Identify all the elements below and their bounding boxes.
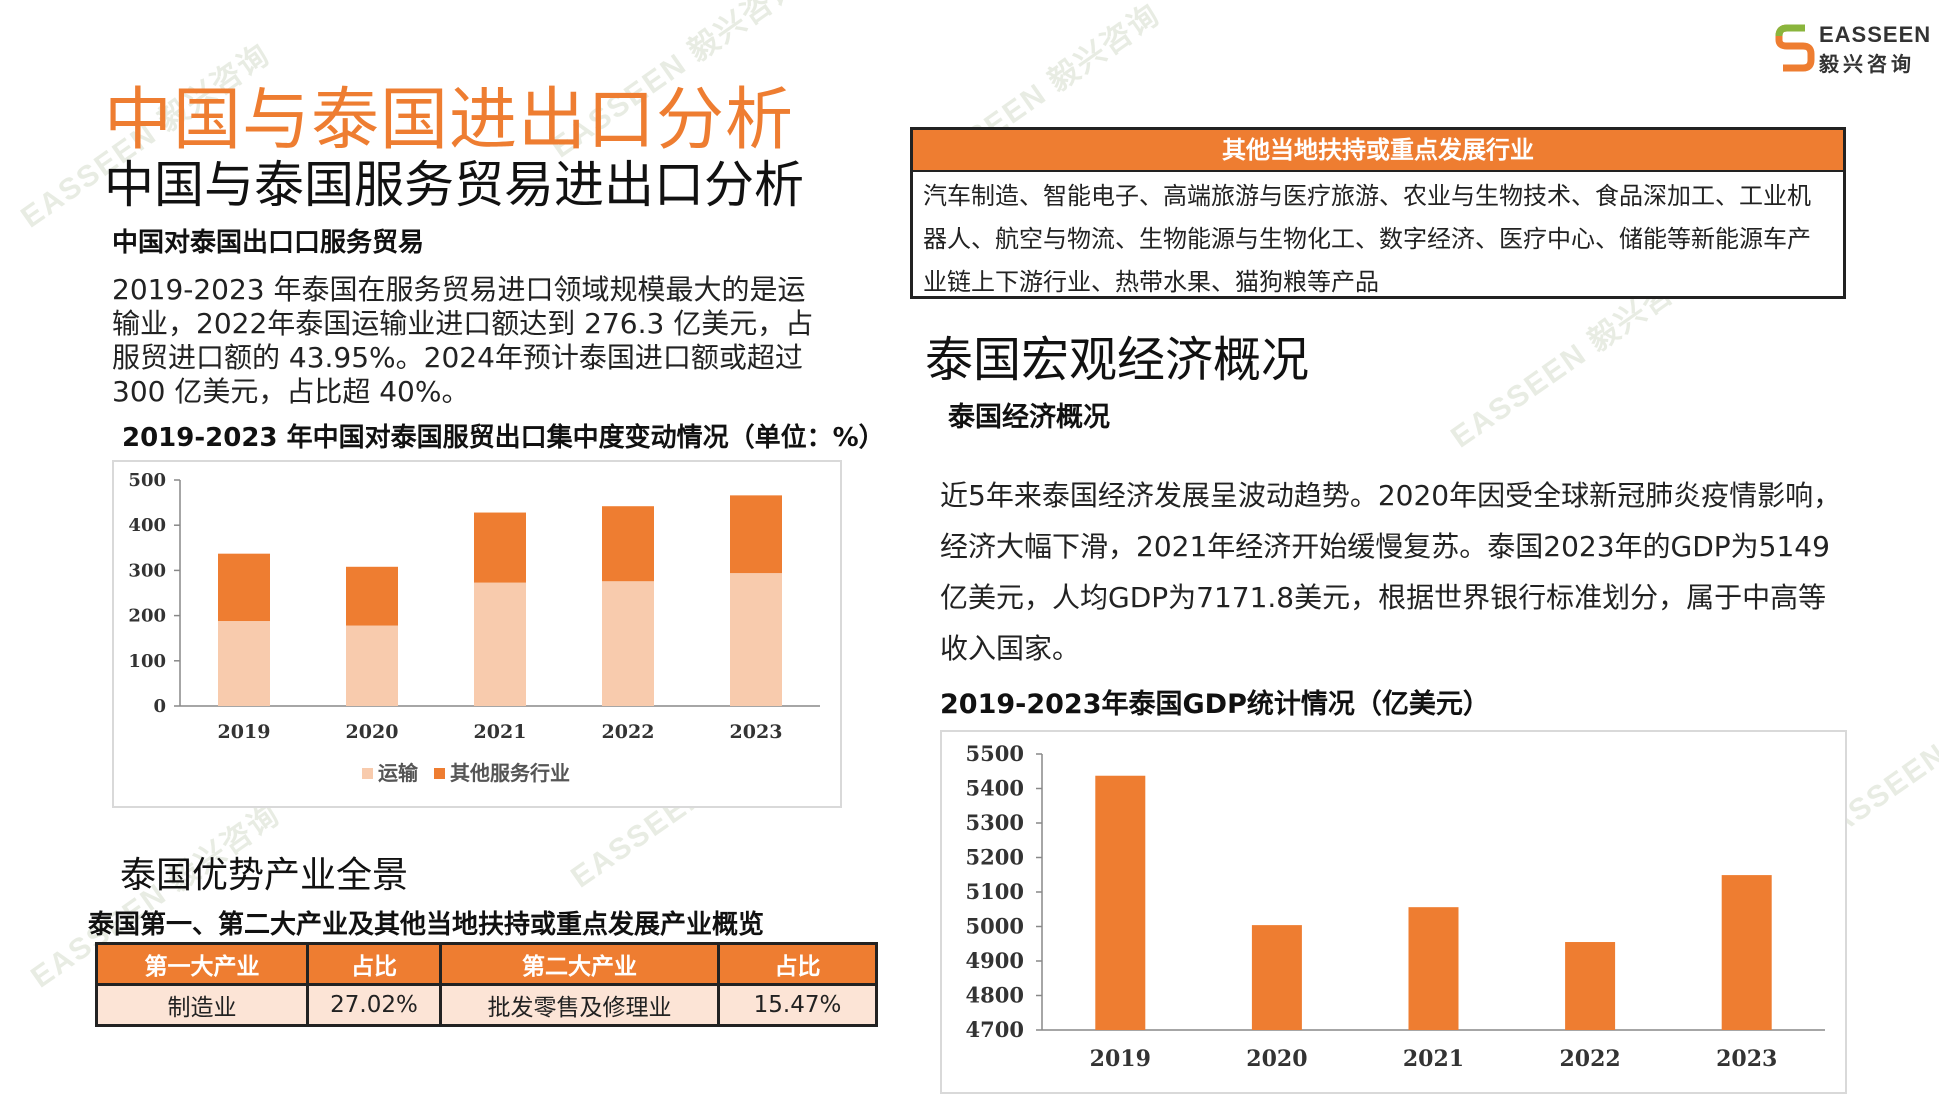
bar-transport <box>346 625 398 706</box>
section-heading-economy: 泰国经济概况 <box>948 402 1110 433</box>
table-cell: 15.47% <box>717 983 878 1027</box>
logo-text-cn: 毅兴咨询 <box>1819 52 1915 76</box>
y-tick-label: 5400 <box>966 776 1024 801</box>
bar-other-services <box>474 512 526 583</box>
bar-gdp <box>1095 775 1146 1030</box>
bar-gdp <box>1721 875 1772 1030</box>
table-row: 制造业 27.02% 批发零售及修理业 15.47% <box>95 983 878 1027</box>
table-header-cell: 第二大产业 <box>439 942 720 986</box>
section-heading-industries: 泰国优势产业全景 <box>120 855 409 896</box>
legend-label: 运输 <box>378 761 419 785</box>
y-tick-label: 0 <box>153 696 166 717</box>
x-tick-label: 2021 <box>1403 1046 1464 1072</box>
y-tick-label: 500 <box>128 470 166 491</box>
y-tick-label: 5300 <box>966 810 1024 835</box>
industry-table: 第一大产业 占比 第二大产业 占比 制造业 27.02% 批发零售及修理业 15… <box>95 942 878 1027</box>
table-header-cell: 第一大产业 <box>95 942 309 986</box>
table-cell: 批发零售及修理业 <box>439 983 720 1027</box>
paragraph-line: 收入国家。 <box>940 632 1081 665</box>
section-heading-macro: 泰国宏观经济概况 <box>925 332 1310 388</box>
services-trade-paragraph: 2019-2023 年泰国在服务贸易进口领域规模最大的是运 输业，2022年泰国… <box>112 273 872 409</box>
bar-other-services <box>730 495 782 574</box>
paragraph-line: 2019-2023 年泰国在服务贸易进口领域规模最大的是运 <box>112 273 806 306</box>
table-header-cell: 占比 <box>717 942 878 986</box>
bar-other-services <box>218 553 270 622</box>
logo-text-en: EASSEEN <box>1819 22 1932 47</box>
legend-label: 其他服务行业 <box>450 761 570 785</box>
y-tick-label: 5000 <box>966 914 1024 939</box>
bar-transport <box>474 582 526 706</box>
y-tick-label: 5100 <box>966 879 1024 904</box>
y-tick-label: 4700 <box>966 1017 1024 1042</box>
table-cell: 27.02% <box>306 983 442 1027</box>
bar-transport <box>602 581 654 706</box>
legend-swatch <box>362 768 373 779</box>
x-tick-label: 2020 <box>1246 1046 1307 1072</box>
table-cell: 制造业 <box>95 983 309 1027</box>
table-title: 泰国第一、第二大产业及其他当地扶持或重点发展产业概览 <box>88 910 765 940</box>
x-tick-label: 2019 <box>1090 1046 1151 1072</box>
x-tick-label: 2019 <box>218 721 271 743</box>
brand-logo: EASSEEN 毅兴咨询 <box>1775 22 1930 76</box>
x-tick-label: 2023 <box>730 721 783 743</box>
chart1-svg: 0 100 200 300 400 500 2019 2020 2021 2022 2023 运输 其他… <box>128 470 820 785</box>
x-tick-label: 2022 <box>602 721 655 743</box>
page-subtitle: 中国与泰国服务贸易进出口分析 <box>104 156 804 214</box>
chart2-title: 2019-2023年泰国GDP统计情况（亿美元） <box>940 689 1490 720</box>
chart1-container: 0 100 200 300 400 500 2019 2020 2021 2022 2023 运输 其他… <box>112 460 842 808</box>
box-line: 业链上下游行业、热带水果、猫狗粮等产品 <box>923 268 1379 296</box>
bar-transport <box>730 573 782 706</box>
table-header-row: 第一大产业 占比 第二大产业 占比 <box>95 942 878 986</box>
paragraph-line: 经济大幅下滑，2021年经济开始缓慢复苏。泰国2023年的GDP为5149 <box>940 530 1830 563</box>
chart2-svg: 4700 4800 4900 5000 5100 5200 5300 5400 5500 2019… <box>966 741 1825 1072</box>
paragraph-line: 输业，2022年泰国运输业进口额达到 276.3 亿美元，占 <box>112 307 814 340</box>
paragraph-line: 亿美元，人均GDP为7171.8美元，根据世界银行标准划分，属于中高等 <box>940 581 1827 614</box>
supported-industries-body: 汽车制造、智能电子、高端旅游与医疗旅游、农业与生物技术、食品深加工、工业机 器人… <box>913 172 1843 304</box>
x-tick-label: 2021 <box>474 721 527 743</box>
paragraph-line: 300 亿美元，占比超 40%。 <box>112 375 470 408</box>
y-tick-label: 5200 <box>966 845 1024 870</box>
supported-industries-box: 其他当地扶持或重点发展行业 汽车制造、智能电子、高端旅游与医疗旅游、农业与生物技… <box>910 127 1846 299</box>
y-tick-label: 5500 <box>966 741 1024 766</box>
table-header-cell: 占比 <box>306 942 442 986</box>
section-heading-services-trade: 中国对泰国出口口服务贸易 <box>112 228 425 258</box>
paragraph-line: 近5年来泰国经济发展呈波动趋势。2020年因受全球新冠肺炎疫情影响， <box>940 479 1842 512</box>
y-tick-label: 300 <box>128 560 166 581</box>
box-line: 汽车制造、智能电子、高端旅游与医疗旅游、农业与生物技术、食品深加工、工业机 <box>923 182 1811 210</box>
chart1-title: 2019-2023 年中国对泰国服贸出口集中度变动情况（单位：%） <box>122 423 885 453</box>
x-tick-label: 2020 <box>346 721 399 743</box>
y-tick-label: 100 <box>128 651 166 672</box>
bar-gdp <box>1251 925 1302 1030</box>
x-tick-label: 2022 <box>1559 1046 1620 1072</box>
page-title: 中国与泰国进出口分析 <box>104 81 795 160</box>
y-tick-label: 400 <box>128 515 166 536</box>
box-line: 器人、航空与物流、生物能源与生物化工、数字经济、医疗中心、储能等新能源车产 <box>923 225 1811 253</box>
x-tick-label: 2023 <box>1716 1046 1777 1072</box>
legend-swatch <box>434 768 445 779</box>
y-tick-label: 200 <box>128 606 166 627</box>
supported-industries-title: 其他当地扶持或重点发展行业 <box>913 130 1843 172</box>
logo-mark-icon <box>1775 24 1815 72</box>
bar-gdp <box>1565 942 1616 1030</box>
y-tick-label: 4900 <box>966 948 1024 973</box>
chart2-container: 4700 4800 4900 5000 5100 5200 5300 5400 5500 2019… <box>940 730 1847 1094</box>
bar-transport <box>218 621 270 706</box>
y-tick-label: 4800 <box>966 983 1024 1008</box>
economy-paragraph: 近5年来泰国经济发展呈波动趋势。2020年因受全球新冠肺炎疫情影响， 经济大幅下… <box>940 470 1900 674</box>
paragraph-line: 服贸进口额的 43.95%。2024年预计泰国进口额或超过 <box>112 341 803 374</box>
bar-other-services <box>346 566 398 626</box>
bar-other-services <box>602 506 654 582</box>
bar-gdp <box>1408 907 1459 1030</box>
